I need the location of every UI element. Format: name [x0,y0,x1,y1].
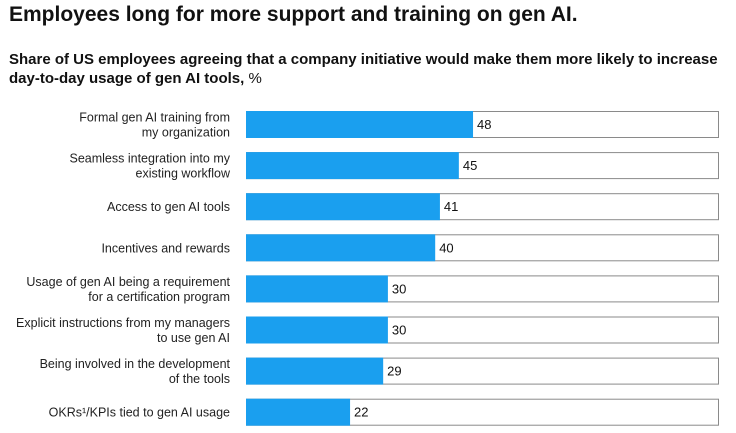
value-label: 30 [392,281,406,296]
value-label: 48 [477,117,491,132]
category-label-line: Being involved in the development [40,357,231,371]
category-label: Usage of gen AI being a requirement for a… [26,275,230,304]
category-label-line: existing workflow [136,167,231,181]
category-label-line: my organization [142,126,230,140]
category-label: Formal gen AI training from my organizati… [79,111,230,140]
category-label: Being involved in the development of the … [40,357,231,386]
bar [246,234,436,262]
bar [246,398,351,426]
bar [246,111,474,138]
bar [246,357,384,385]
value-label: 30 [392,323,406,338]
category-label: OKRs¹/KPIs tied to gen AI usage [49,406,230,420]
category-label-line: Formal gen AI training from [79,111,230,125]
category-label: Seamless integration into my existing wor… [70,152,231,181]
category-label-line: Explicit instructions from my managers [16,316,230,330]
chart-subtitle-text: Share of US employees agreeing that a co… [9,51,718,87]
category-label-line: for a certification program [88,290,230,304]
value-label: 41 [444,199,458,214]
chart-unit: % [248,70,262,87]
category-label: Incentives and rewards [101,241,230,255]
chart-subtitle: Share of US employees agreeing that a co… [9,50,729,88]
bar [246,275,388,303]
chart-title: Employees long for more support and trai… [9,3,578,26]
bar [246,193,440,221]
category-label-line: to use gen AI [157,331,230,345]
category-label: Access to gen AI tools [107,200,230,214]
category-label-line: Seamless integration into my [70,152,231,166]
category-label: Explicit instructions from my managers to… [16,316,230,345]
category-label-line: OKRs¹/KPIs tied to gen AI usage [49,406,230,420]
bar [246,316,388,344]
category-label-line: Usage of gen AI being a requirement [26,275,230,289]
value-label: 45 [463,158,477,173]
value-label: 29 [387,364,401,379]
category-label-line: Incentives and rewards [101,241,230,255]
category-label-line: Access to gen AI tools [107,200,230,214]
bar [246,152,459,180]
category-label-line: of the tools [169,372,230,386]
value-label: 22 [354,405,368,420]
value-label: 40 [439,240,453,255]
